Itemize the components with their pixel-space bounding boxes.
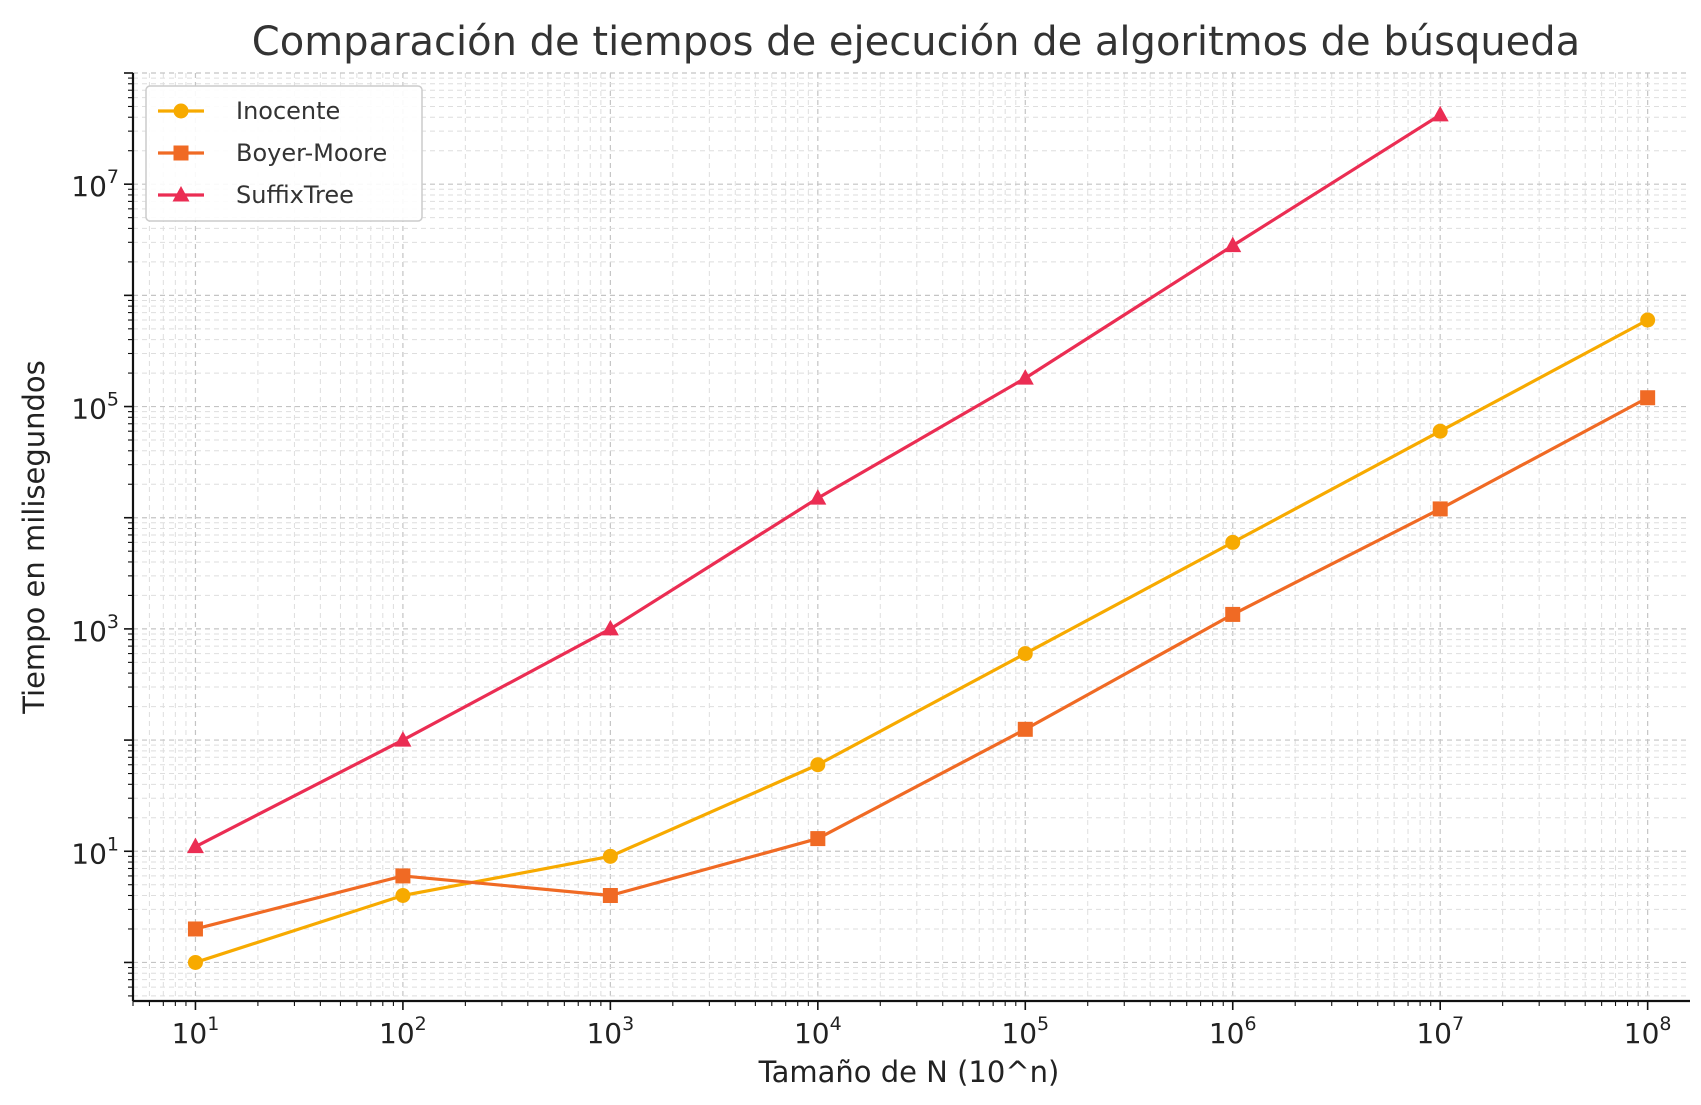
data-point <box>1431 105 1449 122</box>
data-point <box>1640 390 1656 406</box>
grid <box>132 72 1690 1001</box>
legend-box <box>145 85 423 222</box>
x-tick-label: 105 <box>1001 1013 1049 1050</box>
data-point <box>1017 646 1033 662</box>
legend-swatch-marker <box>173 145 189 161</box>
series <box>186 105 1656 970</box>
data-point <box>187 921 203 937</box>
data-point <box>186 837 204 854</box>
data-point <box>602 888 618 904</box>
data-point <box>810 757 826 773</box>
legend-item: Inocente <box>158 97 340 125</box>
y-tick-label: 101 <box>71 833 119 870</box>
legend: Inocente Boyer-Moore SuffixTree <box>145 85 423 222</box>
series-line <box>195 396 1649 931</box>
series-suffixtree <box>186 105 1449 854</box>
chart-title: Comparación de tiempos de ejecución de a… <box>252 19 1580 65</box>
y-tick-label: 107 <box>71 166 119 203</box>
data-point <box>1224 236 1242 253</box>
series-inocente <box>187 312 1656 970</box>
x-tick-label: 103 <box>586 1013 634 1050</box>
legend-label: SuffixTree <box>236 181 354 209</box>
legend-item: Boyer-Moore <box>158 139 387 167</box>
data-point <box>810 831 826 847</box>
ticks: 101 102 103 104 105 106 107 108 101 103 105 107 <box>71 72 1672 1050</box>
legend-swatch-marker <box>173 103 189 119</box>
x-tick-label: 108 <box>1624 1013 1672 1050</box>
legend-swatch-marker <box>172 186 190 202</box>
data-point <box>1225 606 1241 622</box>
legend-label: Boyer-Moore <box>236 139 387 167</box>
data-point <box>602 848 618 864</box>
data-point <box>1432 501 1448 517</box>
data-point <box>1016 369 1034 385</box>
legend-label: Inocente <box>236 97 340 125</box>
x-tick-label: 107 <box>1416 1013 1464 1050</box>
x-tick-label: 102 <box>379 1013 427 1050</box>
data-point <box>187 954 203 970</box>
y-tick-label: 103 <box>71 611 119 648</box>
data-point <box>394 731 412 747</box>
x-axis-label: Tamaño de N (10^n) <box>758 1055 1060 1089</box>
data-point <box>395 868 411 884</box>
y-axis-label: Tiempo en milisegundos <box>17 360 51 715</box>
series-line <box>194 318 1649 964</box>
data-point <box>1225 534 1241 550</box>
data-point <box>1640 312 1656 328</box>
legend-item: SuffixTree <box>158 181 354 209</box>
data-point <box>1432 423 1448 439</box>
y-tick-label: 105 <box>71 389 119 426</box>
data-point <box>395 888 411 904</box>
data-point <box>601 619 619 636</box>
series-boyer-moore <box>187 390 1656 937</box>
x-tick-label: 106 <box>1209 1013 1257 1050</box>
x-tick-label: 104 <box>794 1013 842 1050</box>
data-point <box>1017 721 1033 737</box>
data-point <box>809 489 827 505</box>
x-tick-label: 101 <box>172 1013 220 1050</box>
